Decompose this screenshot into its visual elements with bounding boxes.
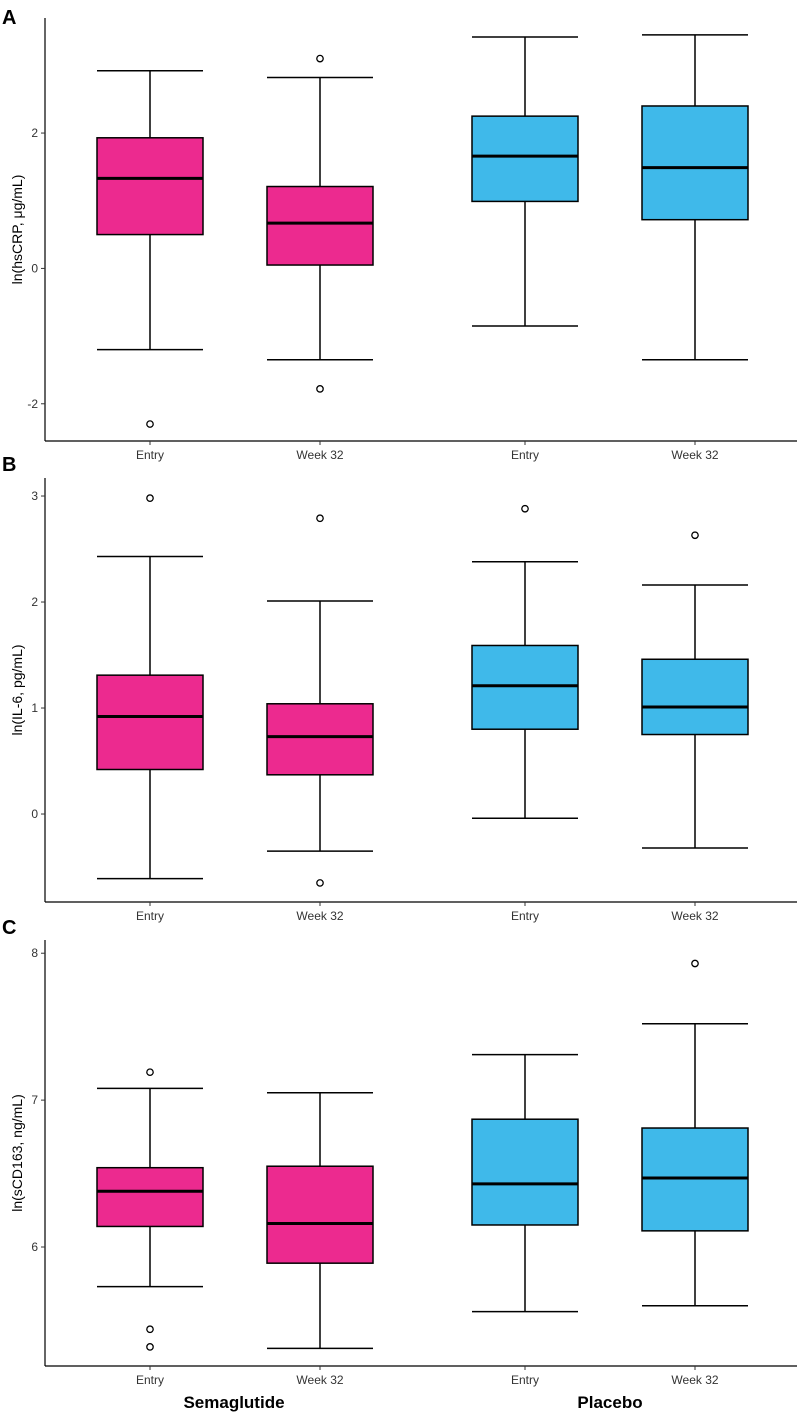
y-tick-label: -2 [27,397,38,411]
iqr-box [266,1165,374,1264]
iqr-box [641,105,749,221]
panels-layer: Aln(hsCRP, μg/mL) -2 0 2 Entry Week 32 Entry We… [2,7,797,1387]
iqr-box [266,185,374,266]
box-3: Entry [471,36,579,462]
iqr-box [471,115,579,203]
panel-letter: C [2,917,16,939]
panel-b: Bln(IL-6, pg/mL) 0 1 2 3 Entry Week 32 Entry Wee… [2,454,797,923]
y-axis-title: ln(hsCRP, μg/mL) [9,175,25,285]
x-tick-label: Entry [511,909,539,923]
x-tick-label: Week 32 [671,909,718,923]
outlier-point [146,1068,154,1077]
y-axis-title: ln(IL-6, pg/mL) [9,644,25,735]
x-tick-label: Week 32 [296,448,343,462]
box-2: Week 32 [266,514,374,923]
x-tick-label: Week 32 [671,448,718,462]
box-1: Entry [96,494,204,923]
iqr-box [96,137,204,236]
outlier-point [316,879,324,887]
iqr-box [471,1118,579,1226]
x-tick-label: Entry [511,1373,539,1387]
y-tick-label: 0 [31,807,38,821]
y-tick-label: 1 [31,701,38,715]
y-tick-label: 7 [31,1093,38,1107]
outlier-point [316,54,324,63]
y-tick-label: 2 [31,126,38,140]
y-tick-label: 8 [31,946,38,960]
iqr-box [96,1166,204,1228]
outlier-point [146,420,154,428]
outlier-point [691,959,699,968]
outlier-point [146,1343,154,1351]
x-tick-label: Week 32 [671,1373,718,1387]
y-axis-title: ln(sCD163, ng/mL) [9,1094,25,1212]
x-tick-label: Week 32 [296,909,343,923]
y-tick-label: 6 [31,1240,38,1254]
x-tick-label: Entry [136,909,164,923]
x-tick-label: Entry [511,448,539,462]
y-tick-label: 3 [31,489,38,503]
y-tick-label: 2 [31,595,38,609]
panel-letter: B [2,454,16,476]
box-3: Entry [471,504,579,923]
x-tick-label: Entry [136,1373,164,1387]
group-label-placebo: Placebo [577,1393,642,1412]
group-label-semaglutide: Semaglutide [183,1393,284,1412]
box-4: Week 32 [641,959,749,1387]
box-2: Week 32 [266,1092,374,1387]
outlier-point [316,385,324,393]
panel-a: Aln(hsCRP, μg/mL) -2 0 2 Entry Week 32 Entry We… [2,7,797,462]
box-3: Entry [471,1053,579,1387]
x-tick-label: Week 32 [296,1373,343,1387]
outlier-point [146,494,154,502]
box-1: Entry [96,70,204,462]
panel-c: Cln(sCD163, ng/mL) 6 7 8 Entry Week 32 Entry We… [2,917,797,1387]
iqr-box [96,674,204,771]
box-4: Week 32 [641,531,749,923]
x-tick-label: Entry [136,448,164,462]
iqr-box [641,658,749,736]
outlier-point [146,1325,154,1334]
outlier-point [316,514,324,523]
box-4: Week 32 [641,34,749,462]
outlier-point [521,504,529,513]
panel-letter: A [2,7,16,29]
iqr-box [471,644,579,730]
box-1: Entry [96,1068,204,1387]
box-2: Week 32 [266,54,374,462]
iqr-box [266,703,374,776]
y-tick-label: 0 [31,261,38,275]
outlier-point [691,531,699,540]
